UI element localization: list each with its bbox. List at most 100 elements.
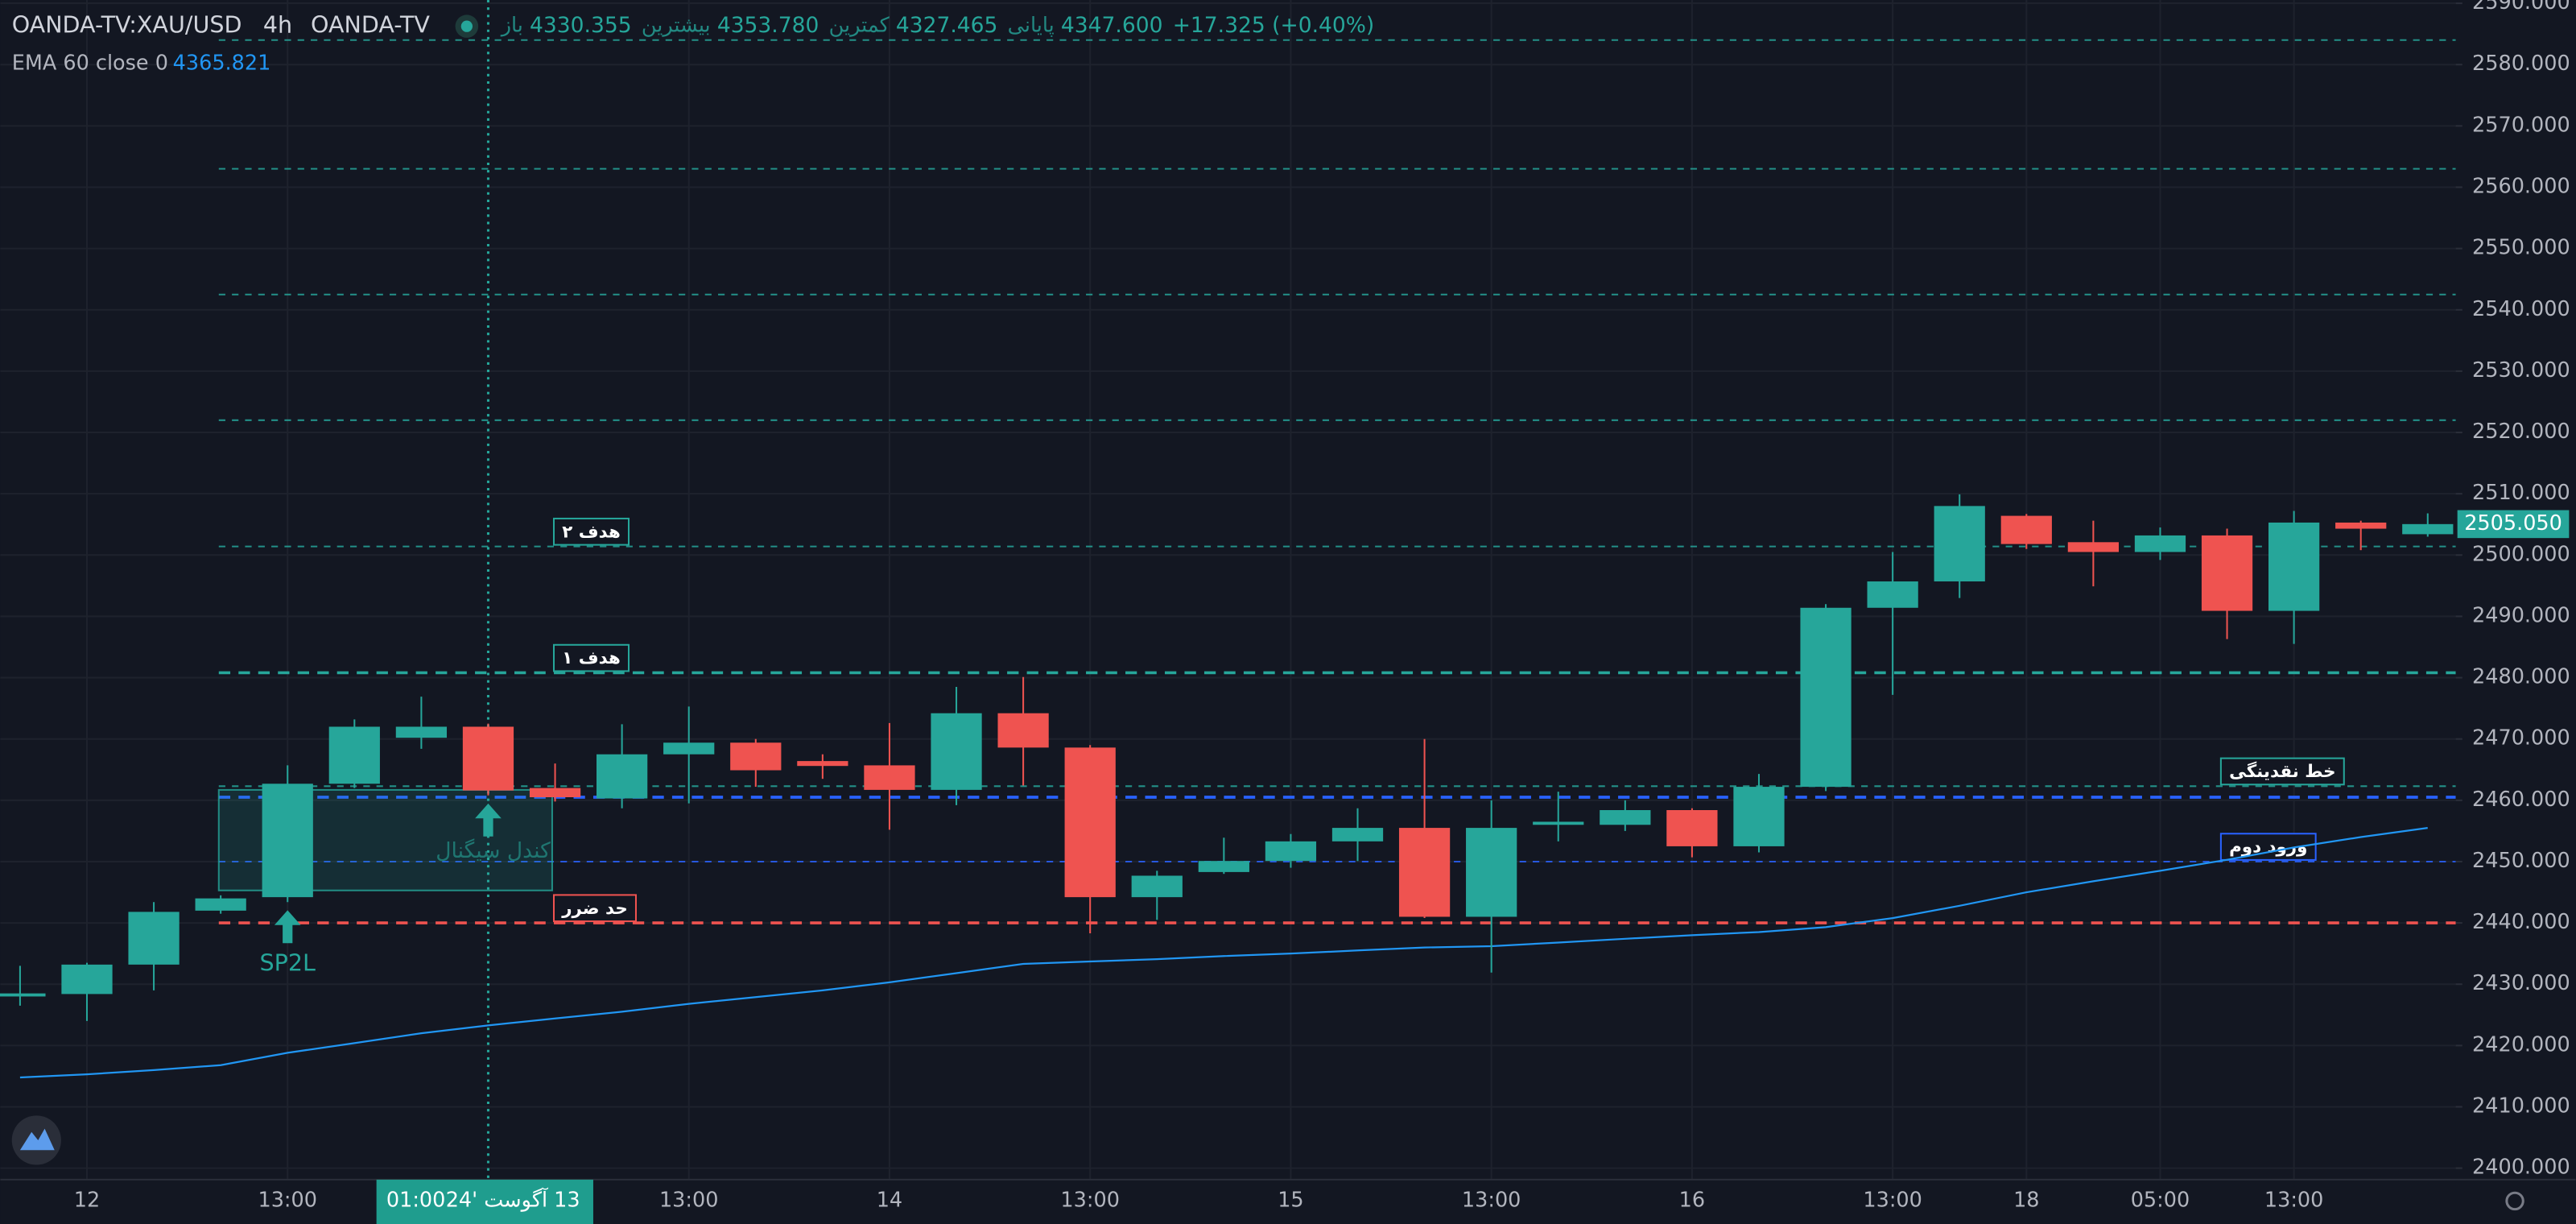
level-label-box: [552, 643, 630, 672]
y-tick-label: 2430.000: [2472, 971, 2570, 995]
y-tick-label: 2550.000: [2472, 236, 2570, 260]
candle-body: [997, 713, 1049, 748]
level-label-box: [552, 517, 630, 546]
axes: 2400.000 2410.000 2420.000 2430.000 2440.000…: [74, 0, 2570, 1224]
y-tick-label: 2580.000: [2472, 52, 2570, 76]
x-tick-label: 13:00: [1462, 1188, 1521, 1212]
y-tick-label: 2490.000: [2472, 603, 2570, 627]
ohlc-label: بیشترین: [642, 14, 711, 38]
ohlc-value: 4353.780: [717, 13, 819, 38]
candle-body: [2402, 523, 2454, 535]
y-tick-label: 2420.000: [2472, 1032, 2570, 1057]
crosshair-date: 13 آگوست '24: [446, 1187, 580, 1212]
y-tick-label: 2480.000: [2472, 665, 2570, 689]
candle-body: [1666, 810, 1718, 846]
level-label-text: حد ضرر: [561, 899, 628, 919]
x-tick-label: 13:00: [659, 1188, 719, 1212]
ohlc-label: باز: [500, 14, 523, 38]
candle-body: [61, 964, 113, 994]
ohlc-value: 4327.465: [896, 13, 998, 38]
candle-body: [1867, 581, 1918, 608]
x-tick-label: 13:00: [2264, 1188, 2324, 1212]
settings-icon[interactable]: [2505, 1191, 2524, 1211]
candle-body: [2268, 522, 2320, 611]
x-tick-label: 16: [1679, 1188, 1705, 1212]
candle-body: [1733, 787, 1785, 846]
y-tick-label: 2400.000: [2472, 1156, 2570, 1180]
candle-body: [262, 784, 313, 898]
candle-body: [2335, 522, 2387, 529]
change: +17.325 (+0.40%): [1173, 13, 1375, 38]
indicator-value: 4365.821: [173, 52, 271, 76]
last-price-label: 2505.050: [2464, 511, 2562, 536]
source: OANDA-TV: [311, 11, 430, 39]
candle-body: [395, 726, 448, 738]
ohlc-label: پایانی: [1008, 14, 1055, 38]
candle-body: [1466, 828, 1517, 917]
price-axis: [2455, 0, 2576, 1224]
candle-body: [2000, 515, 2052, 544]
candle-body: [1533, 821, 1584, 825]
candle-body: [328, 726, 380, 784]
candle-body: [0, 993, 46, 997]
signal-label: SP2L: [260, 949, 316, 977]
x-tick-label: 05:00: [2131, 1188, 2190, 1212]
crosshair-time: 01:00: [386, 1188, 445, 1212]
level-label: هدف ۱: [552, 643, 630, 672]
y-tick-label: 2540.000: [2472, 297, 2570, 321]
x-tick-label: 12: [74, 1188, 100, 1212]
y-tick-label: 2440.000: [2472, 910, 2570, 934]
candle-body: [1600, 810, 1651, 825]
x-tick-label: 15: [1278, 1188, 1303, 1212]
candle-body: [529, 788, 581, 798]
y-tick-label: 2530.000: [2472, 358, 2570, 382]
y-tick-label: 2460.000: [2472, 788, 2570, 812]
candle-body: [462, 726, 514, 791]
y-tick-label: 2410.000: [2472, 1094, 2570, 1118]
ohlc-value: 4347.600: [1061, 13, 1163, 38]
candle-body: [1265, 841, 1317, 862]
last-price-box: [2457, 510, 2570, 539]
level-label-text: هدف ۲: [562, 522, 621, 542]
plot-area: SP2L: [0, 0, 2454, 1180]
y-tick-label: 2570.000: [2472, 113, 2570, 137]
candle-body: [663, 742, 715, 755]
candle-body: [797, 761, 848, 767]
y-tick-label: 2590.000: [2472, 0, 2570, 14]
candle-body: [1131, 875, 1183, 898]
grid: [0, 0, 2456, 1180]
zone-label: کندل سیگنال: [436, 838, 551, 863]
level-label: هدف ۲: [552, 517, 630, 546]
ohlc-value: 4330.355: [530, 13, 632, 38]
x-tick-label: 18: [2013, 1188, 2039, 1212]
candle-body: [864, 765, 915, 790]
indicator-name: EMA 60 close 0: [12, 52, 168, 76]
candle-body: [931, 713, 982, 790]
ema-line: [19, 826, 2428, 1079]
candle-body: [2201, 535, 2253, 611]
crosshair-time-box: [376, 1179, 593, 1224]
level-label: خط نقدینگی: [2219, 757, 2345, 786]
candle-body: [1198, 861, 1249, 872]
y-tick-label: 2500.000: [2472, 542, 2570, 566]
level-label: حد ضرر: [552, 894, 638, 923]
y-tick-label: 2470.000: [2472, 726, 2570, 751]
status-dot: [460, 20, 473, 32]
logo: [11, 1115, 61, 1165]
gear[interactable]: [2505, 1191, 2524, 1211]
x-tick-label: 13:00: [258, 1188, 317, 1212]
x-tick-label: 13:00: [1863, 1188, 1922, 1212]
candle-body: [1064, 747, 1116, 898]
candle-body: [597, 754, 648, 799]
y-tick-label: 2520.000: [2472, 420, 2570, 444]
candle-body: [128, 912, 180, 965]
candle-body: [1331, 828, 1384, 842]
candle-body: [2134, 535, 2186, 552]
symbol: OANDA-TV:XAU/USD: [12, 11, 242, 39]
interval: 4h: [263, 11, 292, 39]
candle-body: [1398, 828, 1451, 917]
header: OANDA-TV:XAU/USD 4h OANDA-TV EMA 60 clos…: [12, 11, 1375, 76]
level-label-text: خط نقدینگی: [2229, 761, 2336, 782]
